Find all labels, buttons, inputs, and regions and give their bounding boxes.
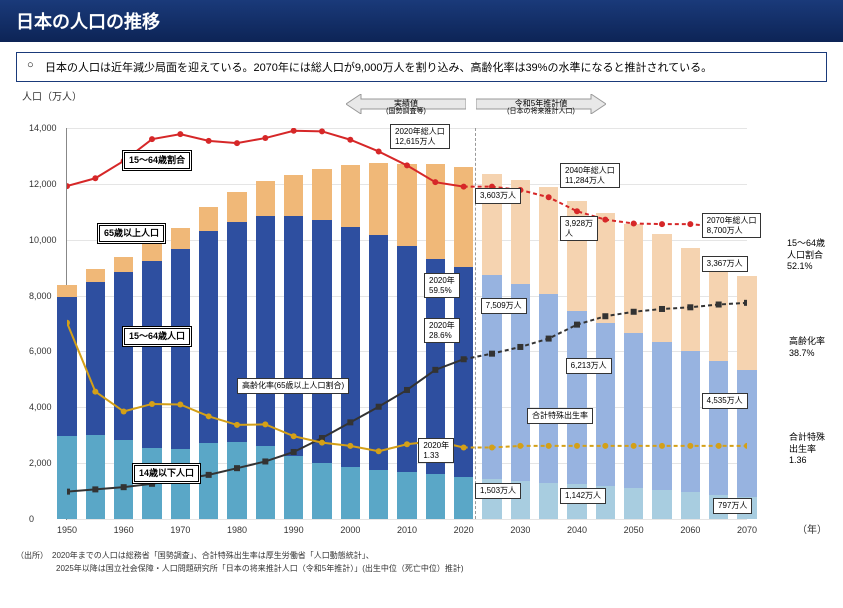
plot-area: 02,0004,0006,0008,00010,00012,00014,0001… [66,128,747,520]
right-label-working: 15～64歳人口割合52.1% [787,238,825,273]
yaxis-label: 人口（万人） [22,88,82,103]
bullet-icon: ○ [27,59,37,71]
summary-text: 日本の人口は近年減少局面を迎えている。2070年には総人口が9,000万人を割り… [45,59,712,75]
source-line-1: （出所） 2020年までの人口は総務省「国勢調査」、合計特殊出生率は厚生労働省「… [16,550,827,561]
xaxis-label: （年） [797,521,827,536]
arrow-right-label: 令和5年推計値 (日本の将来推計人口) [476,94,606,117]
page-title: 日本の人口の推移 [0,0,843,42]
summary: ○ 日本の人口は近年減少局面を迎えている。2070年には総人口が9,000万人を… [16,52,827,82]
right-label-aging: 高齢化率38.7% [789,336,825,359]
right-label-tfr: 合計特殊出生率1.36 [789,432,825,467]
chart: 人口（万人） 02,0004,0006,0008,00010,00012,000… [16,88,827,548]
arrow-left-label: 実績値 (国勢調査等) [346,94,466,117]
source-line-2: 2025年以降は国立社会保障・人口問題研究所「日本の将来推計人口（令和5年推計）… [16,563,827,574]
